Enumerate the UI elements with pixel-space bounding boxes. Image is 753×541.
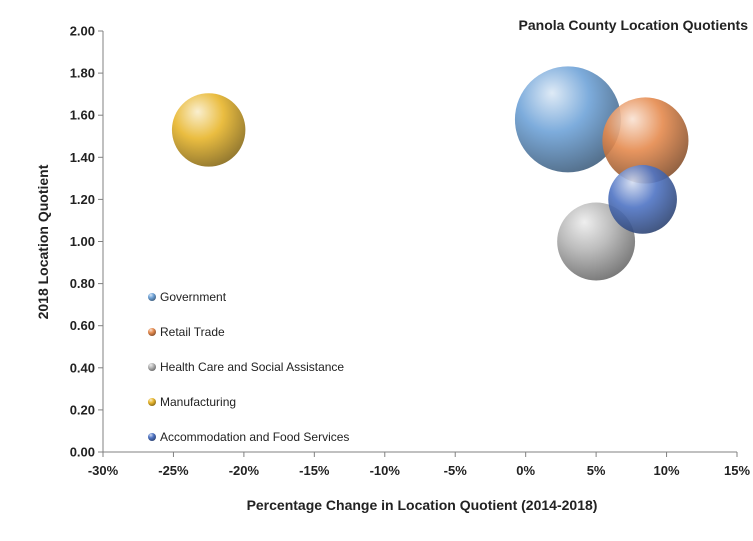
- legend-label: Retail Trade: [160, 325, 225, 339]
- axes: 0.00 0.20 0.40 0.60 0.80 1.00 1.20 1.40 1.60 1.80…: [70, 24, 751, 479]
- legend-marker: [148, 433, 156, 441]
- x-tick-label: 15%: [724, 463, 750, 478]
- x-tick-label: 10%: [654, 463, 680, 478]
- legend-marker: [148, 293, 156, 301]
- bubble-retail-trade: [602, 97, 689, 184]
- legend: Government Retail Trade Health Care and So…: [148, 290, 349, 444]
- y-tick-label: 0.20: [70, 402, 95, 417]
- y-tick-label: 2.00: [70, 24, 95, 39]
- bubble-health-care-and-social-assistance: [557, 202, 636, 281]
- y-tick-label: 1.00: [70, 234, 95, 249]
- y-tick-label: 0.80: [70, 276, 95, 291]
- chart-title: Panola County Location Quotients: [519, 17, 749, 33]
- x-tick-label: -20%: [229, 463, 260, 478]
- x-tick-label: -30%: [88, 463, 119, 478]
- bubble-government: [514, 66, 621, 173]
- x-tick-label: 5%: [587, 463, 606, 478]
- legend-marker: [148, 363, 156, 371]
- x-tick-label: -25%: [158, 463, 189, 478]
- y-tick-label: 1.60: [70, 108, 95, 123]
- legend-label: Accommodation and Food Services: [160, 430, 349, 444]
- bubble-accommodation-and-food-services: [608, 165, 677, 234]
- y-tick-label: 0.00: [70, 445, 95, 460]
- x-tick-label: -5%: [444, 463, 468, 478]
- legend-marker: [148, 398, 156, 406]
- y-axis-title: 2018 Location Quotient: [35, 164, 51, 319]
- x-tick-label: -10%: [370, 463, 401, 478]
- y-tick-label: 0.40: [70, 360, 95, 375]
- bubble-layer: [171, 66, 689, 281]
- x-tick-label: 0%: [516, 463, 535, 478]
- y-tick-label: 0.60: [70, 318, 95, 333]
- x-tick-label: -15%: [299, 463, 330, 478]
- legend-label: Government: [160, 290, 227, 304]
- y-tick-label: 1.20: [70, 192, 95, 207]
- legend-marker: [148, 328, 156, 336]
- y-tick-label: 1.40: [70, 150, 95, 165]
- bubble-manufacturing: [171, 93, 246, 167]
- legend-label: Manufacturing: [160, 395, 236, 409]
- legend-label: Health Care and Social Assistance: [160, 360, 344, 374]
- x-axis-title: Percentage Change in Location Quotient (…: [247, 497, 598, 513]
- y-tick-label: 1.80: [70, 66, 95, 81]
